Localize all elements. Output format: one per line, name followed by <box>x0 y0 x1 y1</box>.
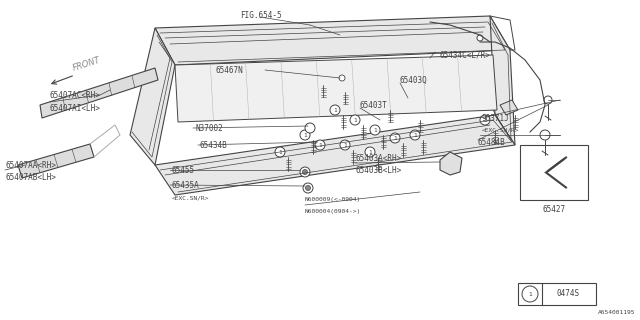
Text: 1: 1 <box>343 142 347 148</box>
Text: 1: 1 <box>528 292 532 297</box>
Circle shape <box>522 286 538 302</box>
Text: 65407AC<RH>: 65407AC<RH> <box>50 91 101 100</box>
Circle shape <box>477 35 483 41</box>
Circle shape <box>390 133 400 143</box>
Text: 65407AI<LH>: 65407AI<LH> <box>50 103 101 113</box>
Text: 65467N: 65467N <box>215 66 243 75</box>
Text: 65403Q: 65403Q <box>400 76 428 84</box>
Circle shape <box>300 167 310 177</box>
Circle shape <box>410 130 420 140</box>
Polygon shape <box>18 144 94 178</box>
Bar <box>520 145 588 200</box>
Text: N600009(<-0904): N600009(<-0904) <box>305 197 361 203</box>
Circle shape <box>305 186 310 190</box>
Circle shape <box>540 130 550 140</box>
Circle shape <box>340 140 350 150</box>
Text: 65434C<L/R>: 65434C<L/R> <box>440 51 491 60</box>
Circle shape <box>370 125 380 135</box>
Text: <EXC.SN/R>: <EXC.SN/R> <box>482 127 520 132</box>
Text: 65403T: 65403T <box>360 100 388 109</box>
Circle shape <box>305 123 315 133</box>
Text: 1: 1 <box>318 142 322 148</box>
Circle shape <box>303 170 307 174</box>
Text: A654001195: A654001195 <box>598 309 635 315</box>
Circle shape <box>330 105 340 115</box>
Text: 1: 1 <box>353 117 357 123</box>
Polygon shape <box>500 100 518 115</box>
Text: 65403A<RH>: 65403A<RH> <box>355 154 401 163</box>
Text: 65407AB<LH>: 65407AB<LH> <box>5 172 56 181</box>
Circle shape <box>275 147 285 157</box>
Text: 65407AA<RH>: 65407AA<RH> <box>5 161 56 170</box>
Text: <EXC.SN/R>: <EXC.SN/R> <box>172 196 209 201</box>
Text: 1: 1 <box>373 127 377 132</box>
Text: 1: 1 <box>333 108 337 113</box>
Polygon shape <box>175 55 497 122</box>
Circle shape <box>303 183 313 193</box>
Text: 65484B: 65484B <box>478 138 506 147</box>
Text: 1: 1 <box>368 149 372 155</box>
Polygon shape <box>155 16 510 65</box>
Circle shape <box>480 115 490 125</box>
Polygon shape <box>130 28 175 165</box>
Circle shape <box>315 140 325 150</box>
Bar <box>518 283 596 305</box>
Circle shape <box>365 147 375 157</box>
Circle shape <box>300 130 310 140</box>
Circle shape <box>350 115 360 125</box>
Polygon shape <box>40 68 158 118</box>
Text: 1: 1 <box>303 132 307 138</box>
Text: 65455: 65455 <box>172 165 195 174</box>
Text: FRONT: FRONT <box>72 56 102 73</box>
Text: 90371J: 90371J <box>482 114 509 123</box>
Text: 1: 1 <box>413 132 417 138</box>
Polygon shape <box>440 152 462 175</box>
Text: 1: 1 <box>278 149 282 155</box>
Text: N37002: N37002 <box>195 124 223 132</box>
Circle shape <box>339 75 345 81</box>
Polygon shape <box>490 16 515 145</box>
Text: 65435A: 65435A <box>172 180 200 189</box>
Text: 65403B<LH>: 65403B<LH> <box>355 165 401 174</box>
Text: 0474S: 0474S <box>556 290 580 299</box>
Text: 65434B: 65434B <box>200 140 228 149</box>
Text: 65427: 65427 <box>543 205 566 214</box>
Polygon shape <box>155 115 515 195</box>
Text: 1: 1 <box>483 117 487 123</box>
Text: FIG.654-5: FIG.654-5 <box>240 11 282 20</box>
Circle shape <box>544 96 552 104</box>
Text: N600004(0904->): N600004(0904->) <box>305 210 361 214</box>
Text: 1: 1 <box>393 135 397 140</box>
